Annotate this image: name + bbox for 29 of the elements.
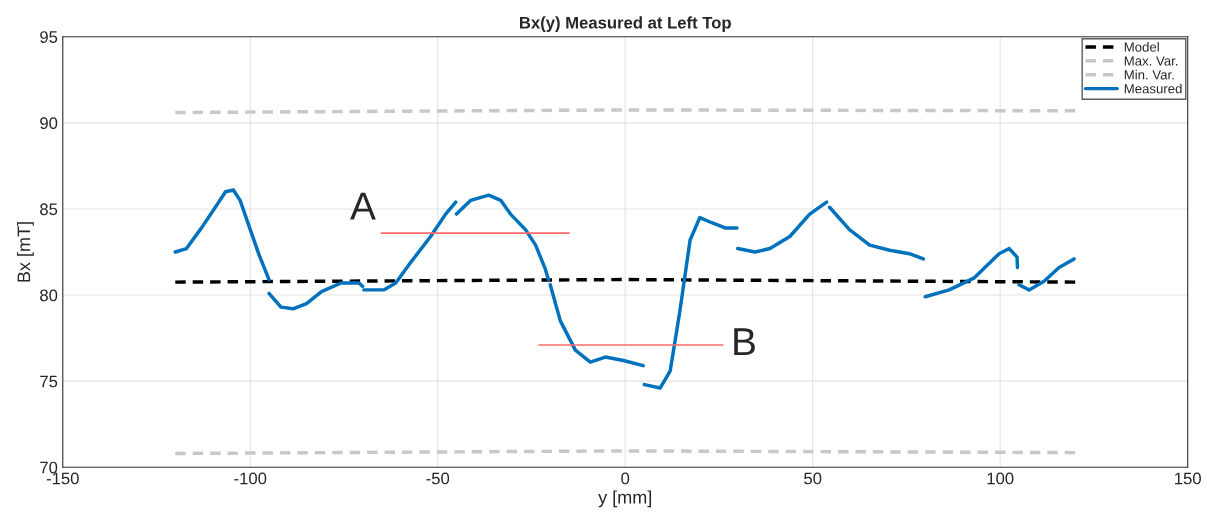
x-tick-label: 0	[621, 472, 630, 485]
y-tick-label: 90	[40, 117, 58, 130]
line-series	[1017, 257, 1076, 292]
x-axis-title: y [mm]	[598, 490, 652, 508]
line-series	[173, 188, 271, 282]
y-tick-label: 85	[40, 203, 58, 216]
line-series	[454, 193, 551, 282]
legend-label: Max. Var.	[1124, 56, 1178, 66]
legend-label: Measured	[1124, 83, 1182, 94]
annotation: A	[350, 192, 376, 220]
x-tick-label: -150	[46, 472, 79, 485]
line-series	[923, 246, 1020, 299]
y-tick-label: 80	[40, 289, 58, 302]
x-tick-label: 100	[987, 472, 1014, 485]
chart-title: Bx(y) Measured at Left Top	[520, 16, 731, 32]
legend-label: Min. Var.	[1124, 69, 1174, 80]
y-tick-label: 70	[40, 461, 58, 474]
y-tick-label: 95	[40, 31, 58, 43]
x-tick-label: -100	[234, 472, 267, 485]
line-series	[735, 200, 829, 254]
legend-label: Model	[1124, 42, 1159, 52]
y-tick-label: 75	[40, 375, 58, 388]
x-tick-label: 150	[1175, 472, 1201, 485]
line-series	[548, 282, 645, 368]
x-tick-label: -50	[426, 472, 450, 485]
y-axis-title: Bx [mT]	[16, 222, 34, 282]
x-tick-label: 50	[804, 472, 822, 485]
line-series	[827, 205, 926, 261]
annotation: B	[734, 328, 755, 356]
